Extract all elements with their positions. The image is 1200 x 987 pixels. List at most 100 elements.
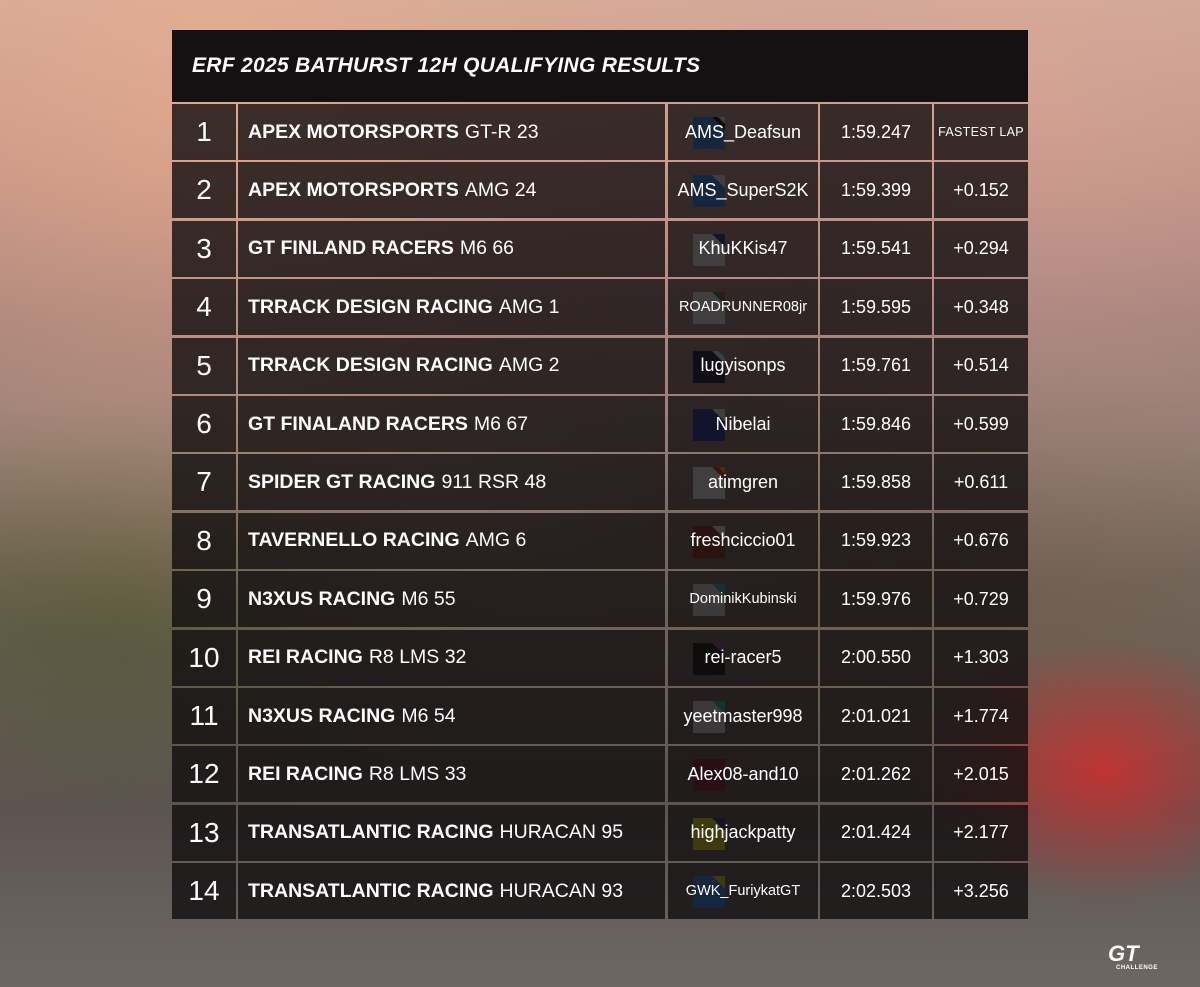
lap-time: 1:59.976	[820, 571, 932, 628]
driver-name: freshciccio01	[668, 512, 818, 569]
lap-time: 1:59.761	[820, 337, 932, 394]
team-name: APEX MOTORSPORTS	[248, 178, 459, 201]
position-number: 2	[172, 162, 236, 219]
team-cell: SPIDER GT RACING 911 RSR 48	[238, 454, 725, 511]
gap-to-leader: +0.348	[934, 279, 1028, 336]
table-row: 11 N3XUS RACING M6 54 yeetmaster998 2:01.021…	[172, 688, 1028, 744]
driver-name: AMS_SuperS2K	[668, 162, 818, 219]
team-cell: APEX MOTORSPORTS GT-R 23	[238, 104, 725, 160]
car-model: HURACAN 93	[499, 879, 624, 902]
position-number: 9	[172, 571, 236, 628]
car-model: R8 LMS 32	[368, 646, 467, 669]
table-row: 6 GT FINALAND RACERS M6 67 Nibelai 1:59.846 +…	[172, 396, 1028, 452]
gap-to-leader: +2.177	[934, 804, 1028, 861]
table-row: 13 TRANSATLANTIC RACING HURACAN 95 highjack…	[172, 804, 1028, 861]
team-cell: REI RACING R8 LMS 33	[238, 746, 725, 803]
car-model: 911 RSR 48	[441, 470, 547, 493]
gap-to-leader: +0.294	[934, 220, 1028, 277]
table-row: 9 N3XUS RACING M6 55 DominikKubinski 1:59.97…	[172, 571, 1028, 628]
team-name: APEX MOTORSPORTS	[248, 120, 459, 143]
team-cell: TRRACK DESIGN RACING AMG 2	[238, 337, 725, 394]
car-model: AMG 6	[465, 529, 527, 552]
position-number: 3	[172, 220, 236, 277]
gap-to-leader: +0.152	[934, 162, 1028, 219]
position-number: 14	[172, 863, 236, 920]
position-number: 8	[172, 512, 236, 569]
lap-time: 1:59.247	[820, 104, 932, 160]
lap-time: 1:59.923	[820, 512, 932, 569]
driver-name: Alex08-and10	[668, 746, 818, 803]
car-model: AMG 1	[498, 295, 560, 318]
table-row: 3 GT FINLAND RACERS M6 66 KhuKKis47 1:59.541…	[172, 220, 1028, 277]
position-number: 5	[172, 337, 236, 394]
table-row: 10 REI RACING R8 LMS 32 rei-racer5 2:00.550 +…	[172, 629, 1028, 686]
car-model: AMG 24	[464, 178, 537, 201]
table-row: 12 REI RACING R8 LMS 33 Alex08-and10 2:01.26…	[172, 746, 1028, 803]
table-row: 14 TRANSATLANTIC RACING HURACAN 93 GWK_Furi…	[172, 863, 1028, 920]
team-name: REI RACING	[248, 646, 363, 669]
car-model: M6 54	[401, 704, 456, 727]
team-cell: GT FINLAND RACERS M6 66	[238, 220, 725, 277]
lap-time: 2:01.021	[820, 688, 932, 744]
table-row: 7 SPIDER GT RACING 911 RSR 48 atimgren 1:59.…	[172, 454, 1028, 511]
car-model: HURACAN 95	[499, 821, 624, 844]
gap-to-leader: +3.256	[934, 863, 1028, 920]
lap-time: 2:01.424	[820, 804, 932, 861]
team-cell: GT FINALAND RACERS M6 67	[238, 396, 725, 452]
car-model: AMG 2	[498, 354, 560, 377]
position-number: 10	[172, 629, 236, 686]
team-cell: TRANSATLANTIC RACING HURACAN 93	[238, 863, 725, 920]
table-row: 8 TAVERNELLO RACING AMG 6 freshciccio01 1:59…	[172, 512, 1028, 569]
gap-to-leader: +1.774	[934, 688, 1028, 744]
driver-name: AMS_Deafsun	[668, 104, 818, 160]
lap-time: 1:59.858	[820, 454, 932, 511]
car-model: M6 66	[459, 237, 515, 260]
car-model: M6 67	[473, 412, 529, 435]
table-row: 4 TRRACK DESIGN RACING AMG 1 ROADRUNNER08jr…	[172, 279, 1028, 336]
driver-name: highjackpatty	[668, 804, 818, 861]
gt-challenge-logo: GT CHALLENGE	[1108, 941, 1158, 971]
car-model: M6 55	[401, 587, 456, 610]
gap-to-leader: +1.303	[934, 629, 1028, 686]
lap-time: 2:02.503	[820, 863, 932, 920]
team-cell: N3XUS RACING M6 55	[238, 571, 725, 628]
team-name: TRRACK DESIGN RACING	[248, 354, 493, 377]
lap-time: 1:59.846	[820, 396, 932, 452]
logo-text: GT	[1108, 941, 1140, 966]
team-name: TAVERNELLO RACING	[248, 529, 460, 552]
driver-name: yeetmaster998	[668, 688, 818, 744]
position-number: 13	[172, 804, 236, 861]
team-name: N3XUS RACING	[248, 587, 396, 610]
driver-name: GWK_FuriykatGT	[668, 863, 818, 920]
team-cell: REI RACING R8 LMS 32	[238, 629, 725, 686]
driver-name: Nibelai	[668, 396, 818, 452]
team-cell: APEX MOTORSPORTS AMG 24	[238, 162, 725, 219]
gap-to-leader: FASTEST LAP	[934, 104, 1028, 160]
team-name: N3XUS RACING	[248, 704, 396, 727]
driver-name: lugyisonps	[668, 337, 818, 394]
driver-name: rei-racer5	[668, 629, 818, 686]
gap-to-leader: +0.676	[934, 512, 1028, 569]
car-model: GT-R 23	[464, 120, 539, 143]
table-row: 1 APEX MOTORSPORTS GT-R 23 AMS_Deafsun 1:59.…	[172, 104, 1028, 160]
gap-to-leader: +0.514	[934, 337, 1028, 394]
team-cell: TRANSATLANTIC RACING HURACAN 95	[238, 804, 725, 861]
table-row: 5 TRRACK DESIGN RACING AMG 2 lugyisonps 1:59…	[172, 337, 1028, 394]
team-name: GT FINLAND RACERS	[248, 237, 454, 260]
table-row: 2 APEX MOTORSPORTS AMG 24 AMS_SuperS2K 1:59.…	[172, 162, 1028, 219]
team-cell: N3XUS RACING M6 54	[238, 688, 725, 744]
position-number: 6	[172, 396, 236, 452]
results-header: ERF 2025 BATHURST 12H QUALIFYING RESULTS	[172, 30, 1028, 102]
position-number: 4	[172, 279, 236, 336]
gap-to-leader: +0.611	[934, 454, 1028, 511]
lap-time: 1:59.595	[820, 279, 932, 336]
logo-subtext: CHALLENGE	[1116, 965, 1158, 971]
team-name: TRRACK DESIGN RACING	[248, 295, 493, 318]
gap-to-leader: +2.015	[934, 746, 1028, 803]
driver-name: KhuKKis47	[668, 220, 818, 277]
lap-time: 2:00.550	[820, 629, 932, 686]
team-name: TRANSATLANTIC RACING	[248, 879, 494, 902]
driver-name: atimgren	[668, 454, 818, 511]
car-model: R8 LMS 33	[368, 762, 467, 785]
position-number: 1	[172, 104, 236, 160]
